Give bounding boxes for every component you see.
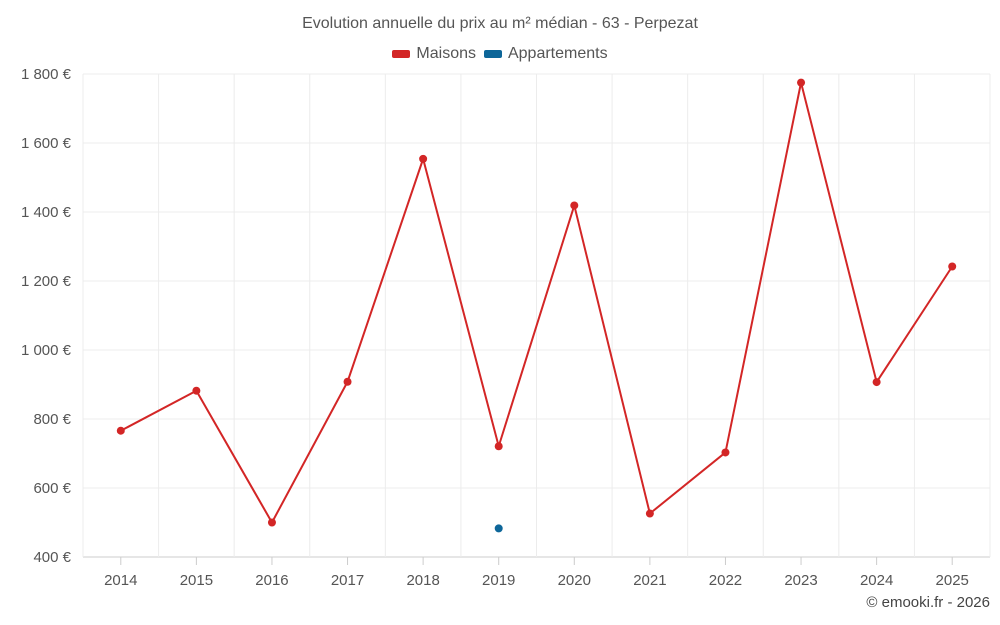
series-line-maisons: [120, 81, 954, 524]
data-point-maisons: [116, 426, 125, 435]
x-tick-label: 2023: [784, 572, 817, 589]
legend-label-appartements: Appartements: [507, 45, 608, 62]
x-tick-label: 2022: [709, 572, 742, 589]
x-tick-label: 2016: [255, 572, 288, 589]
x-tick-label: 2018: [406, 572, 439, 589]
x-tick-label: 2025: [936, 572, 969, 589]
y-tick-label: 600 €: [33, 480, 71, 497]
x-tick-label: 2024: [860, 572, 893, 589]
data-point-maisons: [948, 262, 957, 271]
legend-item-maisons[interactable]: Maisons: [392, 45, 476, 63]
legend-swatch-appartements: [483, 50, 502, 58]
x-tick-label: 2021: [633, 572, 666, 589]
data-point-maisons: [721, 448, 730, 457]
data-point-maisons: [192, 386, 201, 395]
y-tick-label: 1 600 €: [21, 135, 72, 152]
x-tick-label: 2019: [482, 572, 515, 589]
data-point-maisons: [872, 378, 881, 387]
y-tick-label: 1 800 €: [21, 66, 72, 83]
y-tick-label: 1 200 €: [21, 273, 72, 290]
chart-legend: Maisons Appartements: [0, 45, 1000, 63]
data-point-maisons: [797, 78, 806, 87]
y-tick-label: 400 €: [33, 549, 71, 566]
y-tick-label: 1 000 €: [21, 342, 72, 359]
y-tick-label: 1 400 €: [21, 204, 72, 221]
legend-swatch-maisons: [392, 50, 411, 58]
x-tick-label: 2015: [180, 572, 213, 589]
legend-item-appartements[interactable]: Appartements: [483, 45, 608, 63]
credit-text: © emooki.fr - 2026: [866, 594, 990, 611]
y-tick-label: 800 €: [33, 411, 71, 428]
chart-title: Evolution annuelle du prix au m² médian …: [302, 15, 698, 32]
data-point-maisons: [267, 518, 276, 527]
x-tick-label: 2014: [104, 572, 137, 589]
data-point-maisons: [645, 509, 654, 518]
data-point-maisons: [570, 201, 579, 210]
data-point-maisons: [494, 442, 503, 451]
data-point-maisons: [343, 377, 352, 386]
legend-label-maisons: Maisons: [416, 45, 476, 62]
x-tick-label: 2020: [558, 572, 591, 589]
data-point-maisons: [419, 154, 428, 163]
data-point-appartements: [494, 524, 503, 533]
x-tick-label: 2017: [331, 572, 364, 589]
